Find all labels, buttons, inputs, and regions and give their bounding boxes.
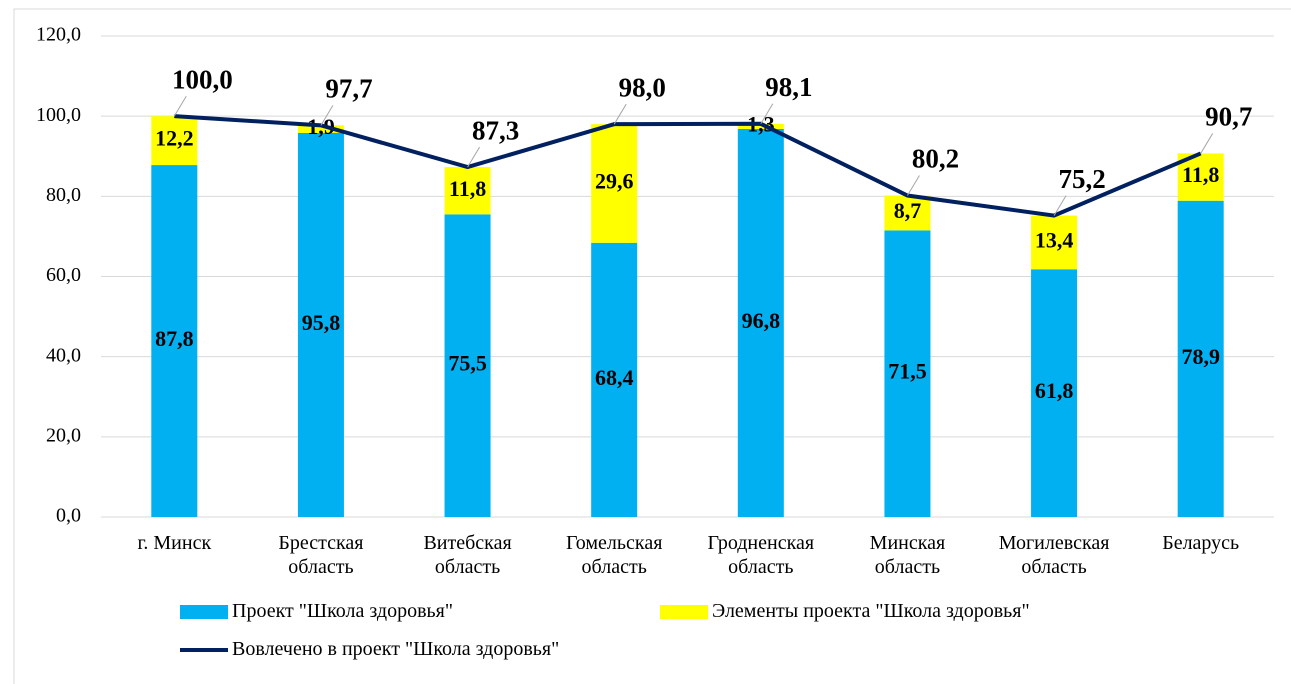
data-label: 95,8 — [302, 310, 341, 335]
y-tick-label: 20,0 — [46, 424, 81, 446]
leader-line — [320, 105, 334, 126]
bar-segment — [1177, 200, 1224, 517]
bar-segment — [1031, 269, 1078, 517]
frame — [13, 8, 1291, 684]
data-label: 8,7 — [894, 198, 922, 223]
bar-segment — [151, 116, 198, 166]
x-tick-label: Гродненская область — [707, 532, 815, 578]
data-label: 78,9 — [1181, 344, 1220, 369]
data-label: 71,5 — [888, 359, 927, 384]
x-tick-label: Минская область — [869, 532, 946, 578]
bar-segment — [591, 242, 638, 517]
legend-item: Вовлечено в проект "Школа здоровья" — [180, 638, 559, 661]
legend-label: Проект "Школа здоровья" — [232, 600, 454, 622]
data-label: 96,8 — [742, 308, 781, 333]
leader-line — [467, 146, 480, 168]
bar-segment — [297, 125, 344, 134]
line-label: 75,2 — [1058, 164, 1105, 194]
bar-segment — [444, 167, 491, 215]
line-label: 100,0 — [172, 64, 233, 94]
y-tick-label: 0,0 — [56, 505, 81, 527]
bar-segment — [884, 230, 931, 517]
line-label: 98,1 — [765, 72, 812, 102]
leader-line — [1053, 195, 1067, 216]
legend-swatch — [660, 604, 708, 619]
data-label: 61,8 — [1035, 378, 1074, 403]
bar-segment — [591, 124, 638, 243]
line-label: 90,7 — [1205, 102, 1252, 132]
leader-line — [613, 103, 627, 125]
data-label: 13,4 — [1035, 227, 1074, 252]
y-tick-label: 60,0 — [46, 264, 81, 286]
x-tick-label: Витебская область — [423, 532, 512, 578]
x-tick-label: г. Минск — [137, 532, 212, 554]
data-label: 75,5 — [448, 351, 487, 376]
data-label: 12,2 — [155, 126, 194, 151]
y-tick-label: 80,0 — [46, 184, 81, 206]
y-tick-label: 40,0 — [46, 344, 81, 366]
x-tick-label: Могилевская область — [998, 532, 1110, 578]
line-label: 80,2 — [912, 144, 959, 174]
line-label: 97,7 — [325, 74, 372, 104]
bar-segment — [1031, 215, 1078, 270]
leader-line — [907, 175, 920, 196]
x-tick-label: Брестская область — [278, 532, 364, 578]
bar-segment — [444, 214, 491, 517]
legend-label: Элементы проекта "Школа здоровья" — [712, 600, 1030, 622]
data-label: 68,4 — [595, 365, 634, 390]
legend-label: Вовлечено в проект "Школа здоровья" — [232, 638, 560, 660]
data-label: 87,8 — [155, 326, 194, 351]
leader-line — [173, 95, 187, 117]
line-label: 87,3 — [472, 115, 519, 145]
y-tick-label: 100,0 — [36, 104, 81, 126]
bar-segment — [297, 133, 344, 518]
data-label: 29,6 — [595, 169, 634, 194]
legend-swatch — [180, 647, 228, 652]
data-label: 11,8 — [1182, 162, 1219, 187]
bar-segment — [737, 128, 784, 517]
leader-line — [1200, 133, 1214, 154]
data-label: 11,8 — [449, 176, 486, 201]
bar-segment — [737, 123, 784, 129]
leader-line — [760, 103, 774, 125]
bar-segment — [884, 195, 931, 231]
line — [174, 114, 1202, 218]
legend-item: Проект "Школа здоровья" — [180, 600, 453, 623]
x-tick-label: Беларусь — [1162, 532, 1240, 554]
y-tick-label: 120,0 — [36, 24, 81, 46]
line-label: 98,0 — [619, 72, 666, 102]
legend-item: Элементы проекта "Школа здоровья" — [660, 600, 1030, 623]
x-tick-label: Гомельская область — [565, 532, 663, 578]
bar-segment — [151, 165, 198, 517]
legend-swatch — [180, 604, 228, 619]
